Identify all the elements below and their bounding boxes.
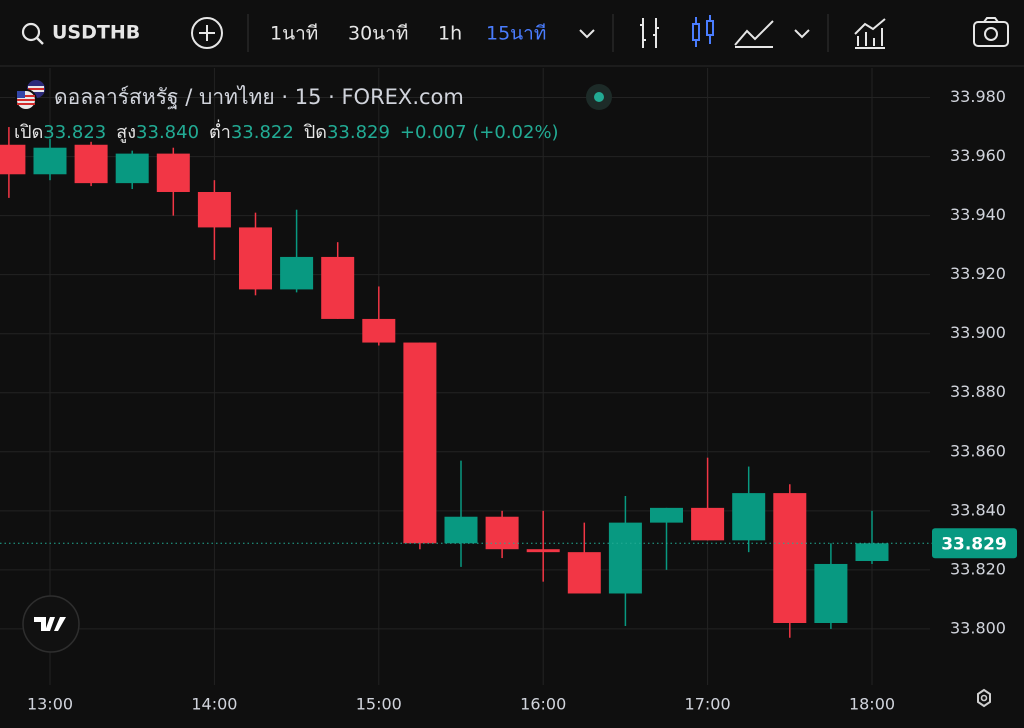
chart-type-menu[interactable] — [794, 29, 810, 39]
candle-body — [33, 147, 67, 175]
interval-button[interactable]: 1h — [438, 23, 462, 45]
y-tick-label: 33.900 — [950, 323, 1006, 342]
ohlc-label: เปิด — [14, 122, 43, 143]
ohlc-value: 33.829 — [327, 122, 390, 143]
add-symbol[interactable] — [191, 17, 223, 49]
candle-body — [0, 144, 26, 175]
change: +0.007 (+0.02%) — [400, 122, 559, 143]
last-price-label: 33.829 — [941, 534, 1007, 554]
legend-title: ดอลลาร์สหรัฐ / บาทไทย · 15 · FOREX.com — [54, 85, 464, 109]
x-tick-label: 13:00 — [27, 695, 73, 714]
candle-body — [321, 256, 355, 319]
y-tick-label: 33.920 — [950, 264, 1006, 283]
search-icon — [21, 22, 41, 42]
y-tick-label: 33.820 — [950, 559, 1006, 578]
snapshot[interactable] — [973, 17, 1009, 47]
settings[interactable] — [977, 688, 991, 708]
candle-body — [814, 563, 848, 624]
toolbar-bg — [0, 0, 1024, 66]
x-tick-label: 17:00 — [685, 695, 731, 714]
y-tick-label: 33.940 — [950, 205, 1006, 224]
last-price-tag — [932, 528, 1017, 559]
y-tick-label: 33.800 — [950, 618, 1006, 637]
intervals: 1นาที 30นาที 1h 15นาที — [270, 23, 546, 45]
symbol: USDTHB — [52, 22, 140, 44]
area-icon[interactable] — [734, 20, 774, 48]
ohlc-label: ต่ำ — [209, 119, 231, 143]
bars-icon[interactable] — [640, 18, 659, 48]
candle-body — [444, 516, 478, 544]
flag-th — [28, 88, 44, 90]
candle-body — [280, 256, 314, 290]
ohlc-legend: เปิด33.823 สูง33.840 ต่ำ33.822 ปิด33.829 +0.… — [14, 119, 559, 143]
candle-body — [855, 543, 889, 562]
candle-body — [74, 144, 108, 184]
interval-button[interactable]: 1นาที — [270, 23, 318, 45]
candle-body — [773, 493, 807, 624]
candle-body — [608, 522, 642, 594]
x-tick-label: 15:00 — [356, 695, 402, 714]
candle-body — [650, 507, 683, 523]
y-tick-label: 33.880 — [950, 382, 1006, 401]
y-tick-label: 33.980 — [950, 87, 1006, 106]
candle-body — [567, 552, 601, 594]
y-tick-label: 33.860 — [950, 441, 1006, 460]
y-tick-label: 33.840 — [950, 500, 1006, 519]
candle-body — [526, 549, 560, 553]
x-tick-label: 14:00 — [191, 695, 237, 714]
candle-body — [362, 318, 396, 343]
grid: 33.800 33.820 33.840 33.860 33.880 33.900 33.9… — [0, 68, 1006, 714]
add-icon — [199, 25, 215, 41]
ohlc-value: 33.822 — [231, 122, 294, 143]
x-tick-label: 16:00 — [520, 695, 566, 714]
market-status-dot — [594, 92, 604, 102]
flags — [15, 80, 45, 111]
candle-body — [691, 507, 725, 541]
flag-us — [17, 91, 25, 98]
camera-icon — [984, 27, 998, 41]
icon-part — [695, 15, 711, 47]
ohlc-label: ปิด — [303, 122, 326, 143]
indicators-icon[interactable] — [854, 18, 886, 49]
settings-icon — [980, 694, 988, 702]
candle-body — [115, 153, 149, 184]
ui: USDTHB 1นาที 30นาที 1h 15นาที — [0, 14, 1024, 708]
candle-body — [403, 342, 437, 544]
ohlc-value: 33.840 — [136, 122, 199, 143]
candle-body — [485, 516, 519, 550]
candle-body — [156, 153, 190, 192]
candle-body — [197, 191, 231, 228]
camera-icon — [973, 21, 1009, 47]
search[interactable]: USDTHB — [21, 22, 140, 45]
y-tick-label: 33.960 — [950, 146, 1006, 165]
candle-body — [239, 227, 272, 290]
candles-icon[interactable] — [692, 15, 714, 47]
interval-menu[interactable] — [579, 29, 595, 39]
ohlc-value: 33.823 — [43, 122, 106, 143]
ohlc-line: เปิด33.823 สูง33.840 ต่ำ33.822 ปิด33.829 +0.… — [14, 119, 559, 143]
candle-body — [732, 493, 766, 541]
logo-mark — [34, 617, 66, 631]
interval-button[interactable]: 30นาที — [348, 23, 408, 45]
interval-button[interactable]: 15นาที — [486, 23, 546, 45]
x-tick-label: 18:00 — [849, 695, 895, 714]
ohlc-label: สูง — [116, 122, 136, 143]
candles — [0, 127, 932, 638]
camera-icon — [983, 17, 999, 23]
search-icon — [36, 37, 44, 45]
